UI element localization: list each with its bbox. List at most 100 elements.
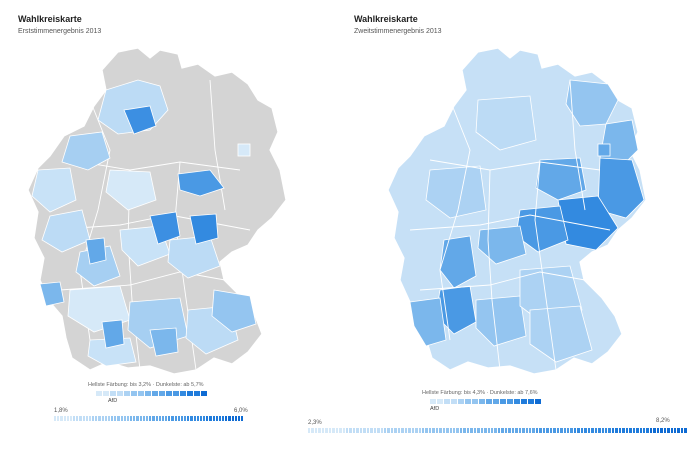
distribution-segment [425,428,429,433]
distribution-segment [642,428,647,433]
distribution-bar [308,428,688,433]
distribution-segment [218,416,223,421]
legend-swatch [180,391,186,396]
distribution-segment [408,428,412,433]
distribution-segment [394,428,398,433]
distribution-segment [311,428,315,433]
legend-swatch [472,399,478,404]
distribution-segment [504,428,509,433]
distribution-segment [66,416,70,421]
distribution-segment [535,428,540,433]
legend-swatch [521,399,527,404]
legend-swatch [187,391,193,396]
distribution-segment [152,416,156,421]
distribution-segment [632,428,637,433]
distribution-segment [332,428,336,433]
distribution-segment [241,416,245,421]
legend-color-scale [430,399,541,404]
distribution-segment [663,428,668,433]
legend-swatch [444,399,450,404]
distribution-segment [325,428,329,433]
distribution-segment [604,428,609,433]
distribution-segment [88,416,93,421]
map-title: Wahlkreiskarte [354,14,418,24]
distribution-segment [615,428,619,433]
distribution-segment [101,416,105,421]
distribution-segment [339,428,343,433]
distribution-segment [142,416,146,421]
distribution-segment [231,416,235,421]
distribution-min-label: 2,3% [308,420,322,426]
distribution-segment [234,416,238,421]
distribution-segment [484,428,488,433]
distribution-segment [168,416,172,421]
distribution-segment [594,428,599,433]
distribution-segment [184,416,188,421]
distribution-segment [556,428,561,433]
distribution-segment [449,428,454,433]
distribution-segment [566,428,571,433]
germany-constituency-map[interactable] [10,40,295,380]
distribution-segment [174,416,178,421]
legend-swatch [507,399,513,404]
distribution-segment [618,428,623,433]
distribution-segment [196,416,200,421]
distribution-segment [611,428,616,433]
distribution-segment [587,428,592,433]
distribution-segment [180,416,185,421]
distribution-segment [549,428,554,433]
distribution-segment [318,428,322,433]
distribution-segment [639,428,643,433]
legend-swatch [465,399,471,404]
distribution-segment [580,428,585,433]
second-vote-map-panel: Wahlkreiskarte Zweitstimmenergebnis 2013 [308,0,700,451]
distribution-segment [553,428,557,433]
distribution-segment [63,416,67,421]
distribution-segment [133,416,137,421]
distribution-segment [598,428,602,433]
distribution-segment [473,428,478,433]
distribution-segment [345,428,350,433]
distribution-segment [177,416,181,421]
distribution-segment [456,428,460,433]
map-subtitle: Zweitstimmenergebnis 2013 [354,28,442,35]
germany-constituency-map[interactable] [370,40,660,380]
distribution-segment [439,428,443,433]
distribution-segment [656,428,661,433]
legend-swatch [514,399,520,404]
distribution-segment [79,416,83,421]
high-result-constituencies [39,105,225,357]
distribution-segment [680,428,685,433]
distribution-segment [570,428,574,433]
distribution-segment [76,416,80,421]
distribution-segment [442,428,447,433]
distribution-bar [54,416,245,421]
distribution-segment [187,416,191,421]
berlin-marker [597,143,611,157]
distribution-segment [435,428,440,433]
distribution-segment [608,428,612,433]
legend-swatch [131,391,137,396]
distribution-segment [123,416,127,421]
distribution-segment [342,428,346,433]
distribution-segment [573,428,578,433]
distribution-segment [577,428,581,433]
map-subtitle: Erststimmenergebnis 2013 [18,28,102,35]
distribution-segment [470,428,474,433]
distribution-segment [518,428,523,433]
distribution-segment [432,428,436,433]
distribution-segment [525,428,529,433]
distribution-segment [328,428,333,433]
distribution-segment [136,416,140,421]
distribution-segment [82,416,86,421]
distribution-segment [199,416,204,421]
first-vote-map-panel: Wahlkreiskarte Erststimmenergebnis 2013 [10,14,295,421]
distribution-segment [120,416,124,421]
legend-swatch [486,399,492,404]
legend-swatch [96,391,102,396]
map-title: Wahlkreiskarte [18,14,82,24]
distribution-segment [477,428,481,433]
distribution-segment [649,428,654,433]
distribution-segment [560,428,564,433]
legend-swatch [138,391,144,396]
